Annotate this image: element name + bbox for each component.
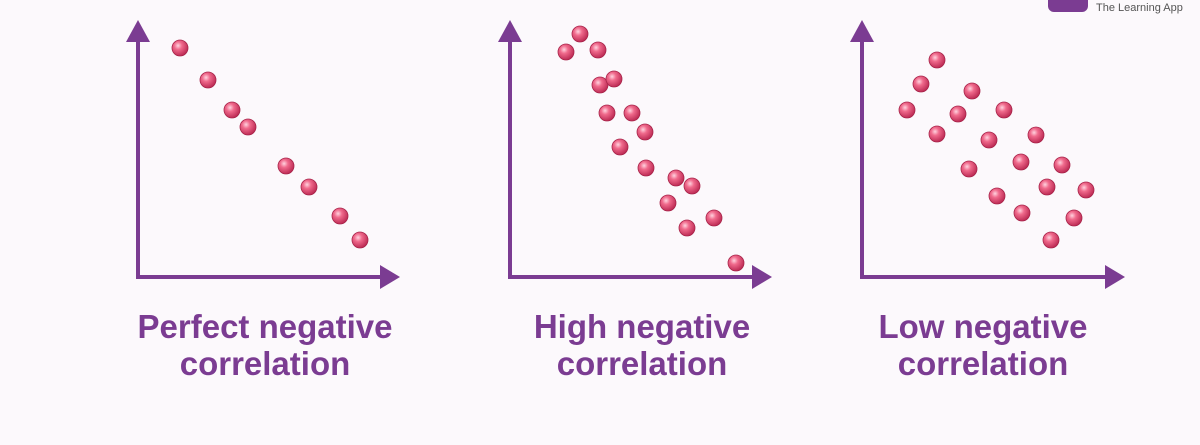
dot [239, 118, 257, 136]
dot [980, 131, 998, 149]
caption: correlation [898, 345, 1069, 382]
dot [571, 25, 589, 43]
caption: Perfect negative [138, 308, 393, 345]
y-axis-arrow [498, 20, 522, 42]
dot [995, 101, 1013, 119]
dot [912, 75, 930, 93]
dot [589, 41, 607, 59]
dot [1012, 153, 1030, 171]
dot [557, 43, 575, 61]
dot [591, 76, 609, 94]
dot [611, 138, 629, 156]
dot [659, 194, 677, 212]
dot [949, 105, 967, 123]
dot [636, 123, 654, 141]
dot [171, 39, 189, 57]
x-axis-arrow [380, 265, 400, 289]
y-axis-arrow [850, 20, 874, 42]
dot [1013, 204, 1031, 222]
dot [605, 70, 623, 88]
dot [300, 178, 318, 196]
dot [331, 207, 349, 225]
caption: High negative [534, 308, 750, 345]
dot [351, 231, 369, 249]
dot [898, 101, 916, 119]
dot [623, 104, 641, 122]
caption: correlation [180, 345, 351, 382]
dot [667, 169, 685, 187]
y-axis-arrow [126, 20, 150, 42]
dot [199, 71, 217, 89]
dot [1053, 156, 1071, 174]
dot [727, 254, 745, 272]
x-axis-arrow [1105, 265, 1125, 289]
dot [1077, 181, 1095, 199]
x-axis-arrow [752, 265, 772, 289]
dot [1042, 231, 1060, 249]
logo-icon [1048, 0, 1088, 12]
caption: correlation [557, 345, 728, 382]
dot [960, 160, 978, 178]
dot [223, 101, 241, 119]
dot [683, 177, 701, 195]
dot [1027, 126, 1045, 144]
dot [988, 187, 1006, 205]
logo-text: The Learning App [1096, 2, 1183, 14]
dot [678, 219, 696, 237]
dot [1038, 178, 1056, 196]
dot [1065, 209, 1083, 227]
dot [637, 159, 655, 177]
dot [963, 82, 981, 100]
dot [928, 51, 946, 69]
dot [598, 104, 616, 122]
dot [705, 209, 723, 227]
caption: Low negative [878, 308, 1087, 345]
dot [928, 125, 946, 143]
dot [277, 157, 295, 175]
